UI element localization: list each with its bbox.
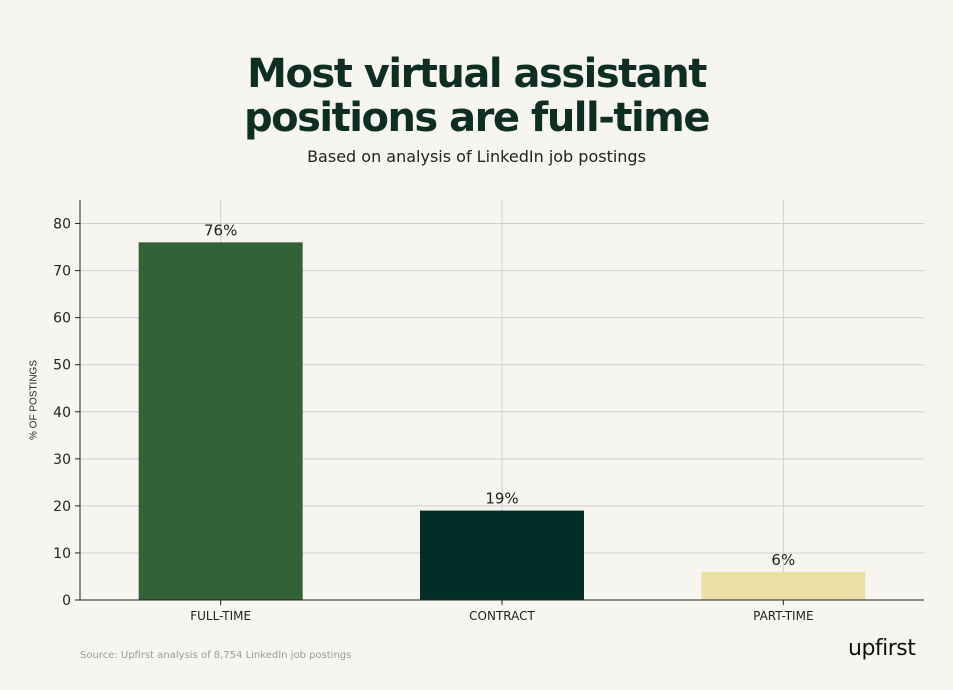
y-tick-label: 40 — [53, 405, 71, 421]
data-label: 6% — [771, 551, 795, 569]
bar-part-time — [701, 571, 866, 600]
y-tick-label: 80 — [53, 217, 71, 233]
chart-subtitle: Based on analysis of LinkedIn job postin… — [307, 147, 646, 166]
y-tick-label: 30 — [53, 452, 71, 468]
axes — [75, 200, 924, 605]
y-tick-label: 10 — [53, 546, 71, 562]
y-tick-label: 60 — [53, 311, 71, 327]
y-tick-label: 0 — [62, 593, 71, 609]
y-tick-label: 50 — [53, 358, 71, 374]
bar-full-time — [138, 242, 303, 600]
y-tick-label: 20 — [53, 499, 71, 515]
chart-title: Most virtual assistant positions are ful… — [0, 52, 953, 140]
x-tick-label: PART-TIME — [753, 609, 813, 623]
bars — [138, 242, 866, 600]
upfirst-logo: upfirst — [848, 636, 916, 661]
y-tick-label: 70 — [53, 264, 71, 280]
chart-title-line-1: Most virtual assistant — [247, 51, 707, 97]
source-note: Source: Upfirst analysis of 8,754 Linked… — [80, 650, 352, 661]
data-label: 76% — [204, 221, 237, 239]
bar-contract — [420, 510, 584, 600]
labels: 0 10 20 30 40 50 60 70 80 76% FULL-TIME 19% CONTRACT… — [53, 217, 813, 623]
x-tick-label: FULL-TIME — [190, 609, 251, 623]
y-axis-label: % OF POSTINGS — [28, 359, 40, 441]
chart-title-line-2: positions are full-time — [244, 95, 710, 141]
x-tick-label: CONTRACT — [469, 609, 535, 623]
data-label: 19% — [485, 490, 518, 508]
